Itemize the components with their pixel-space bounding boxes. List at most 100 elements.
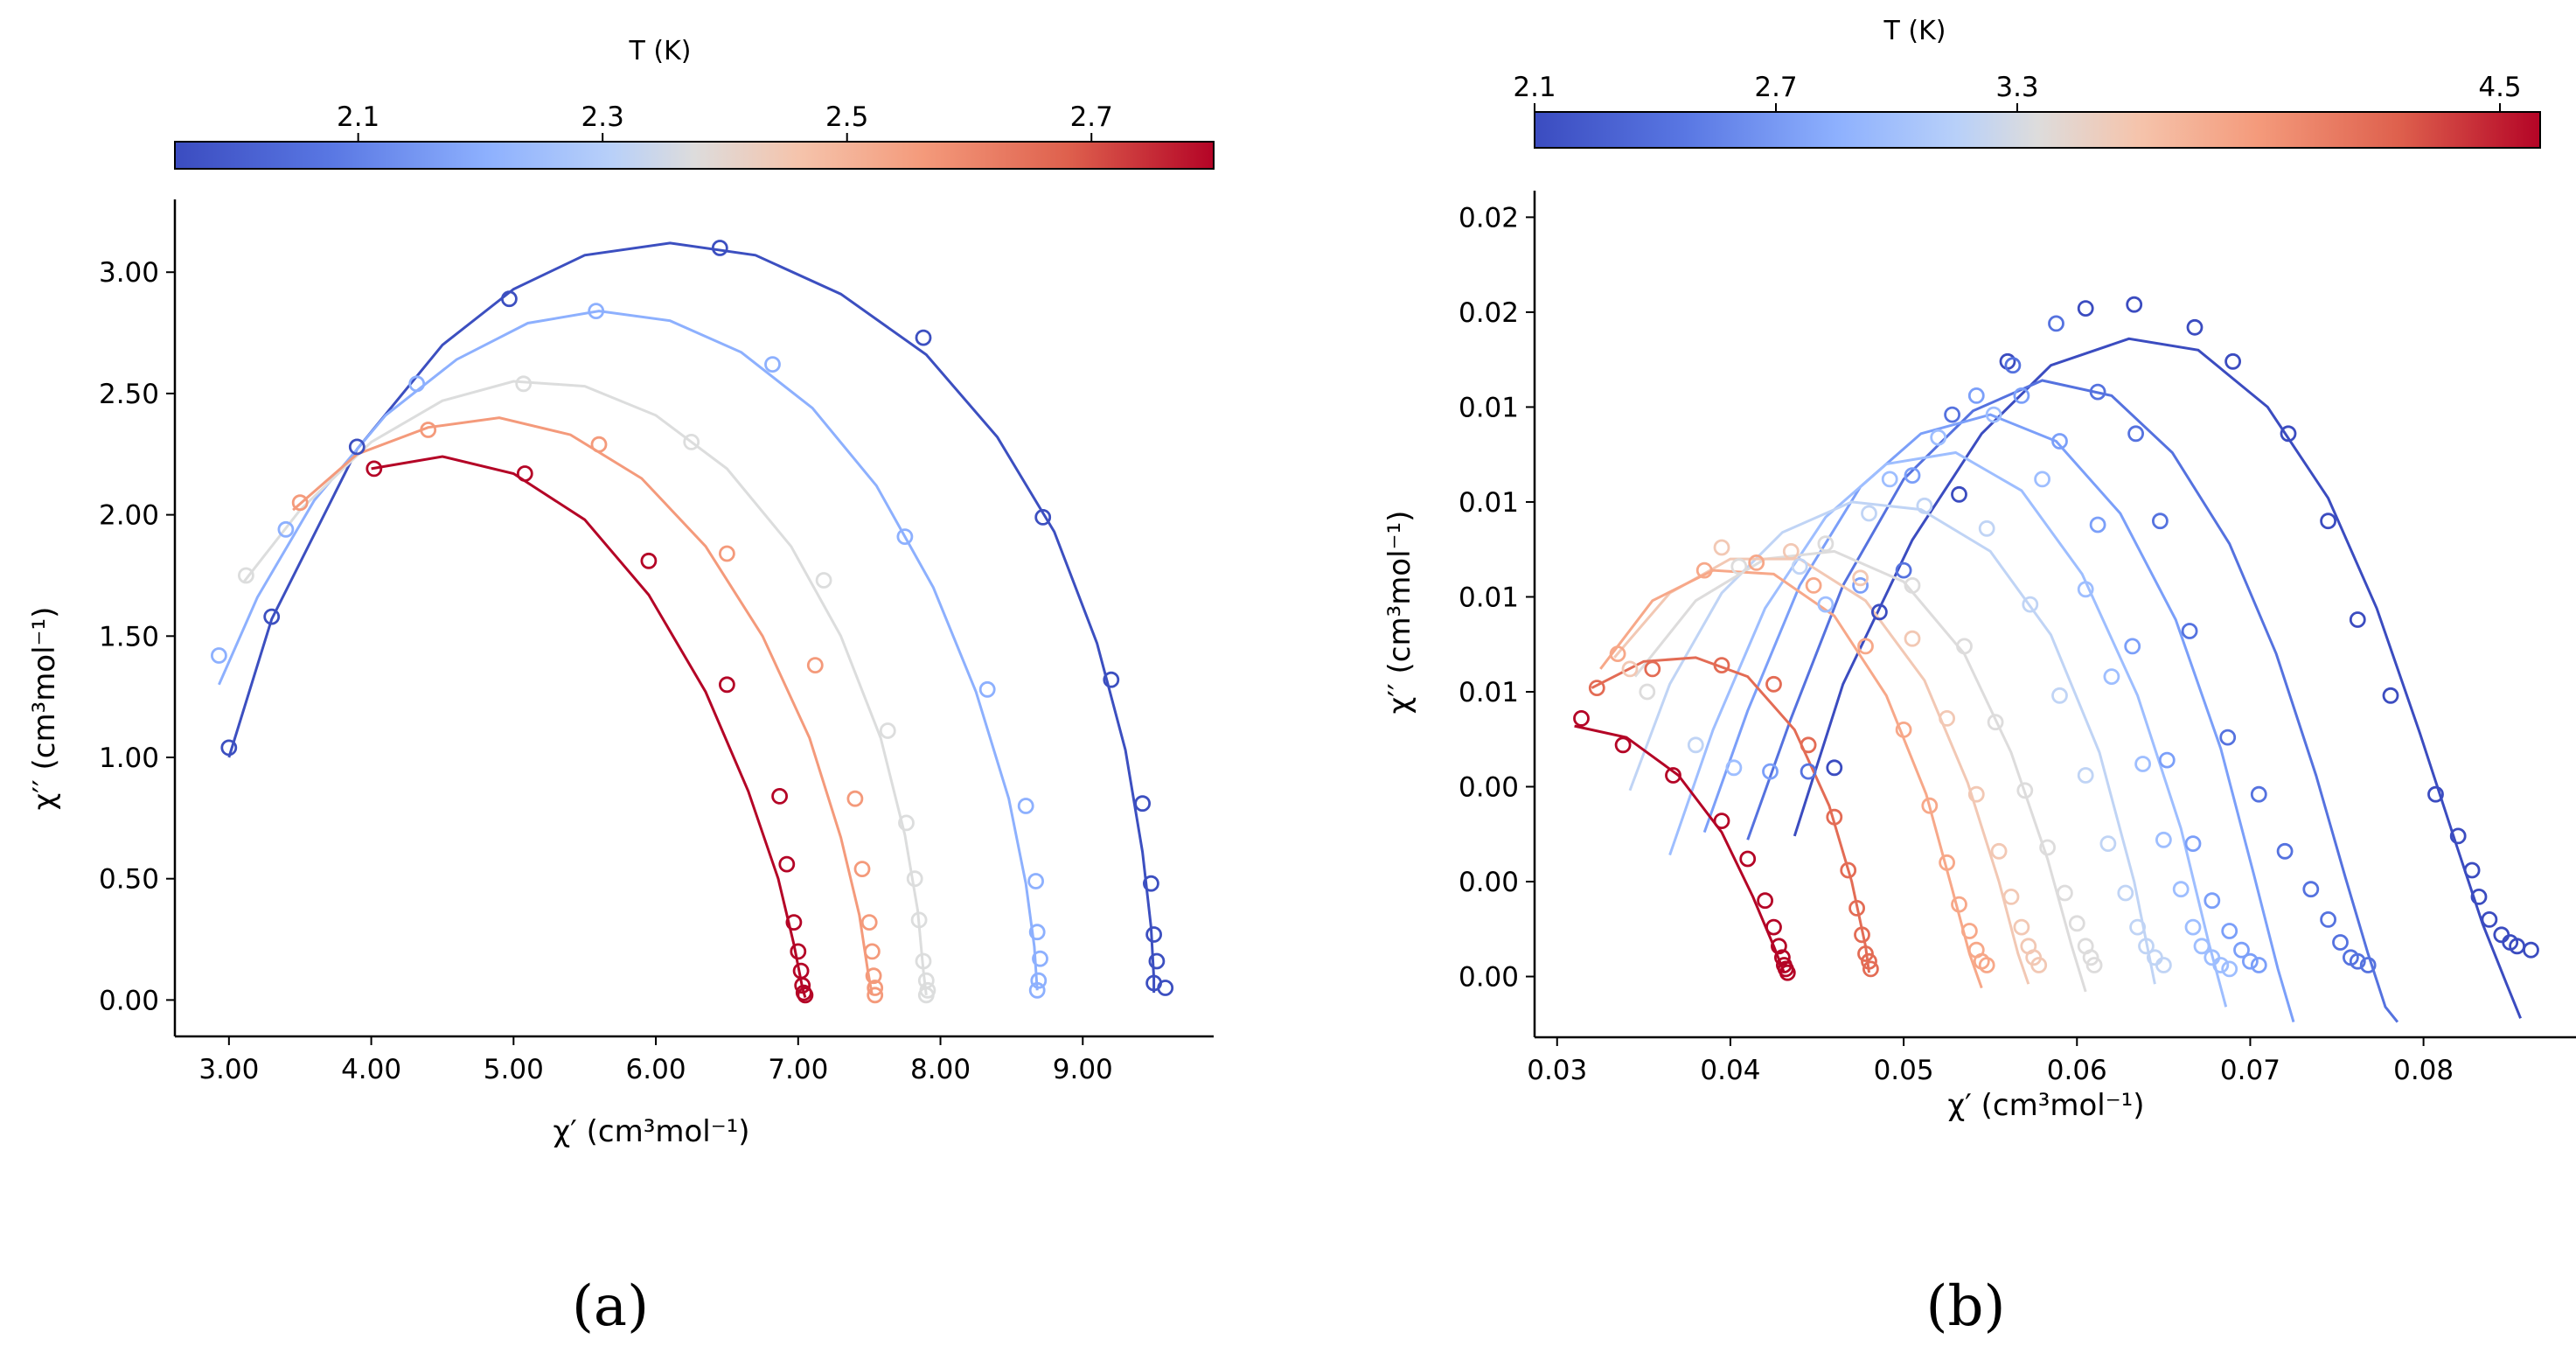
- colorbar-tick-label: 4.5: [2478, 72, 2521, 103]
- fit-curve: [1628, 500, 2156, 985]
- data-point: [2013, 918, 2030, 936]
- x-tick-label: 9.00: [1053, 1054, 1113, 1085]
- data-point: [1862, 960, 1879, 978]
- y-tick-label: 0.01: [1459, 677, 1519, 708]
- y-tick-label: 2.00: [99, 500, 159, 532]
- data-point: [1791, 558, 1808, 575]
- data-point: [978, 680, 996, 698]
- data-point: [797, 987, 814, 1004]
- data-point: [1852, 577, 1869, 594]
- data-point: [1713, 539, 1730, 556]
- colorbar-tick-label: 2.7: [1070, 101, 1113, 133]
- colorbar-tick-label: 2.1: [337, 101, 379, 133]
- data-point: [860, 914, 878, 931]
- data-point: [2034, 471, 2051, 488]
- data-point: [1687, 736, 1704, 754]
- data-point: [853, 861, 871, 877]
- data-point: [2181, 623, 2198, 639]
- data-point: [2158, 751, 2176, 769]
- data-point: [501, 290, 518, 308]
- data-point: [291, 494, 309, 512]
- x-axis-label-a: χ′ (cm³mol⁻¹): [553, 1114, 749, 1149]
- fit-curve: [1633, 549, 2087, 993]
- data-point: [1904, 467, 1921, 484]
- data-point: [2089, 383, 2106, 401]
- data-point: [1771, 938, 1787, 955]
- data-point: [2134, 756, 2152, 772]
- data-point: [2219, 729, 2237, 746]
- data-point: [2233, 941, 2250, 959]
- data-point: [1665, 767, 1681, 784]
- data-point: [711, 240, 728, 256]
- data-point: [2184, 918, 2202, 936]
- data-point: [2359, 957, 2377, 973]
- x-axis-label-b: χ′ (cm³mol⁻¹): [1947, 1088, 2144, 1123]
- data-point: [1765, 675, 1782, 693]
- data-point: [1857, 638, 1874, 655]
- data-point: [2349, 611, 2366, 628]
- data-point: [263, 608, 281, 625]
- data-point: [1895, 561, 1912, 579]
- data-point: [1967, 785, 1985, 803]
- data-point: [2427, 785, 2444, 803]
- x-tick-label: 7.00: [768, 1054, 828, 1085]
- data-point: [2320, 513, 2337, 530]
- fit-curve: [1574, 724, 1786, 973]
- data-point: [1826, 759, 1843, 777]
- data-point: [1609, 645, 1626, 662]
- colorbar-b: T (K) 2.1 2.7 3.3 4.5: [1513, 16, 2541, 149]
- x-tick-label: 8.00: [910, 1054, 971, 1085]
- data-point: [1852, 569, 1869, 587]
- data-point: [771, 788, 788, 805]
- data-point: [1805, 577, 1822, 594]
- colorbar-tick-label: 2.5: [825, 101, 868, 133]
- y-tick-label: 0.01: [1459, 392, 1519, 423]
- data-point: [515, 375, 533, 393]
- y-tick-label: 0.00: [1459, 867, 1519, 898]
- data-point: [1757, 892, 1773, 910]
- data-point: [1027, 873, 1044, 889]
- data-point: [2463, 861, 2481, 879]
- data-point: [2221, 923, 2238, 939]
- data-point: [2089, 516, 2106, 534]
- data-point: [1985, 406, 2002, 423]
- y-tick-label: 2.50: [99, 379, 159, 410]
- data-point: [1990, 842, 2008, 860]
- data-point: [2349, 952, 2366, 970]
- data-point: [2280, 425, 2297, 443]
- data-point: [806, 657, 824, 673]
- data-point: [348, 438, 366, 456]
- data-point: [1765, 918, 1782, 936]
- data-point: [1639, 683, 1656, 701]
- data-point: [2056, 884, 2073, 902]
- data-point: [1143, 875, 1159, 892]
- data-point: [1148, 952, 1166, 970]
- data-point: [1817, 535, 1835, 553]
- colorbar-tick-label: 2.3: [581, 101, 624, 133]
- data-point: [719, 545, 735, 562]
- y-tick-label: 1.50: [99, 621, 159, 652]
- data-point: [1904, 630, 1921, 647]
- colorbar-a-title: T (K): [629, 36, 692, 66]
- y-tick-label: 0.02: [1459, 297, 1519, 329]
- data-point: [2117, 884, 2134, 902]
- data-point: [2212, 957, 2230, 973]
- data-point: [1800, 736, 1817, 754]
- data-point: [1939, 710, 1956, 727]
- fit-curve: [1746, 379, 2399, 1023]
- data-point: [2523, 941, 2539, 959]
- y-tick-label: 3.00: [99, 257, 159, 289]
- fit-curve: [1702, 413, 2295, 1023]
- data-point: [588, 303, 605, 320]
- data-point: [2493, 926, 2510, 944]
- data-point: [864, 943, 881, 960]
- axes-b: 0.03 0.04 0.05 0.06 0.07 0.08 0.00 0.00 0.00 0.01…: [1459, 191, 2576, 1086]
- data-point: [2155, 957, 2172, 973]
- data-point: [2126, 296, 2143, 313]
- data-point: [1103, 671, 1120, 688]
- data-point: [1713, 657, 1730, 673]
- data-point: [2099, 835, 2117, 852]
- fit-curve: [1793, 337, 2522, 1019]
- data-point: [2481, 911, 2498, 928]
